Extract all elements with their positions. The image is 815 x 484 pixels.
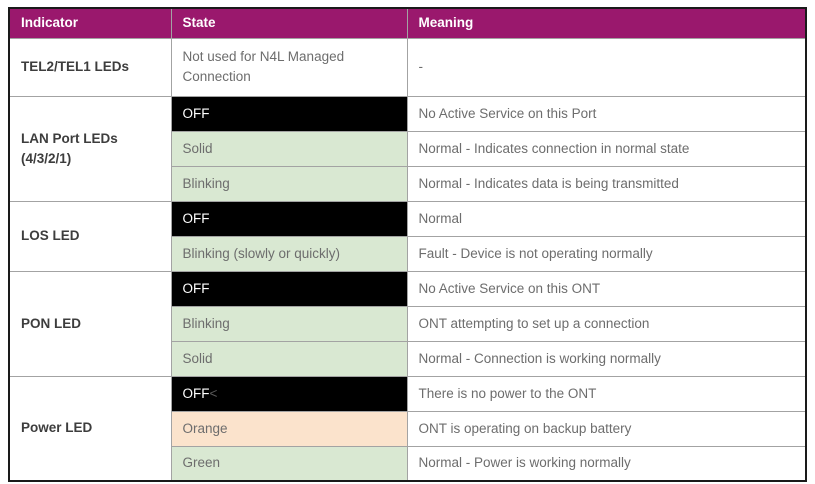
- state-cell: Blinking (slowly or quickly): [170, 235, 408, 272]
- table-row: Blinking ONT attempting to set up a conn…: [9, 305, 807, 342]
- state-cell: Not used for N4L Managed Connection: [170, 37, 408, 97]
- meaning-cell: No Active Service on this ONT: [406, 270, 807, 307]
- column-header-state: State: [170, 7, 408, 39]
- state-cell: Solid: [170, 340, 408, 377]
- table-row: Blinking (slowly or quickly) Fault - Dev…: [9, 235, 807, 272]
- state-cell: Blinking: [170, 305, 408, 342]
- meaning-cell: ONT is operating on backup battery: [406, 410, 807, 447]
- state-cell: Green: [170, 445, 408, 482]
- state-cell: Blinking: [170, 165, 408, 202]
- header-row: Indicator State Meaning: [8, 7, 807, 39]
- table-row: Solid Normal - Connection is working nor…: [9, 340, 807, 377]
- indicator-cell-tel: TEL2/TEL1 LEDs: [8, 37, 172, 97]
- column-header-meaning: Meaning: [406, 7, 807, 39]
- state-text: OFF: [182, 385, 210, 401]
- meaning-cell: Normal: [406, 200, 807, 237]
- table-row: LAN Port LEDs (4/3/2/1) OFF No Active Se…: [8, 95, 807, 202]
- state-suffix: <: [209, 385, 218, 401]
- indicator-cell-los: LOS LED: [8, 200, 172, 272]
- table-row: Blinking Normal - Indicates data is bein…: [9, 165, 807, 202]
- meaning-cell: Fault - Device is not operating normally: [406, 235, 807, 272]
- indicator-cell-power: Power LED: [8, 375, 172, 482]
- column-header-indicator: Indicator: [8, 7, 172, 39]
- table-row: TEL2/TEL1 LEDs Not used for N4L Managed …: [8, 37, 807, 97]
- indicator-cell-lan: LAN Port LEDs (4/3/2/1): [8, 95, 172, 202]
- table-row: Green Normal - Power is working normally: [9, 445, 807, 482]
- meaning-cell: -: [406, 37, 807, 97]
- meaning-cell: There is no power to the ONT: [406, 375, 807, 412]
- meaning-cell: Normal - Connection is working normally: [406, 340, 807, 377]
- state-cell: Solid: [170, 130, 408, 167]
- meaning-cell: Normal - Power is working normally: [406, 445, 807, 482]
- table-row: Solid Normal - Indicates connection in n…: [9, 130, 807, 167]
- table-row: Orange ONT is operating on backup batter…: [9, 410, 807, 447]
- state-cell: OFF<: [170, 375, 408, 412]
- meaning-cell: No Active Service on this Port: [406, 95, 807, 132]
- table-row: PON LED OFF No Active Service on this ON…: [8, 270, 807, 377]
- led-indicator-table: Indicator State Meaning TEL2/TEL1 LEDs N…: [8, 7, 807, 482]
- table-row: LOS LED OFF Normal: [8, 200, 807, 272]
- meaning-cell: Normal - Indicates data is being transmi…: [406, 165, 807, 202]
- state-cell: OFF: [170, 270, 408, 307]
- state-cell: Orange: [170, 410, 408, 447]
- state-cell: OFF: [170, 200, 408, 237]
- indicator-cell-pon: PON LED: [8, 270, 172, 377]
- meaning-cell: Normal - Indicates connection in normal …: [406, 130, 807, 167]
- table-row: Power LED OFF< There is no power to the …: [8, 375, 807, 482]
- state-cell: OFF: [170, 95, 408, 132]
- meaning-cell: ONT attempting to set up a connection: [406, 305, 807, 342]
